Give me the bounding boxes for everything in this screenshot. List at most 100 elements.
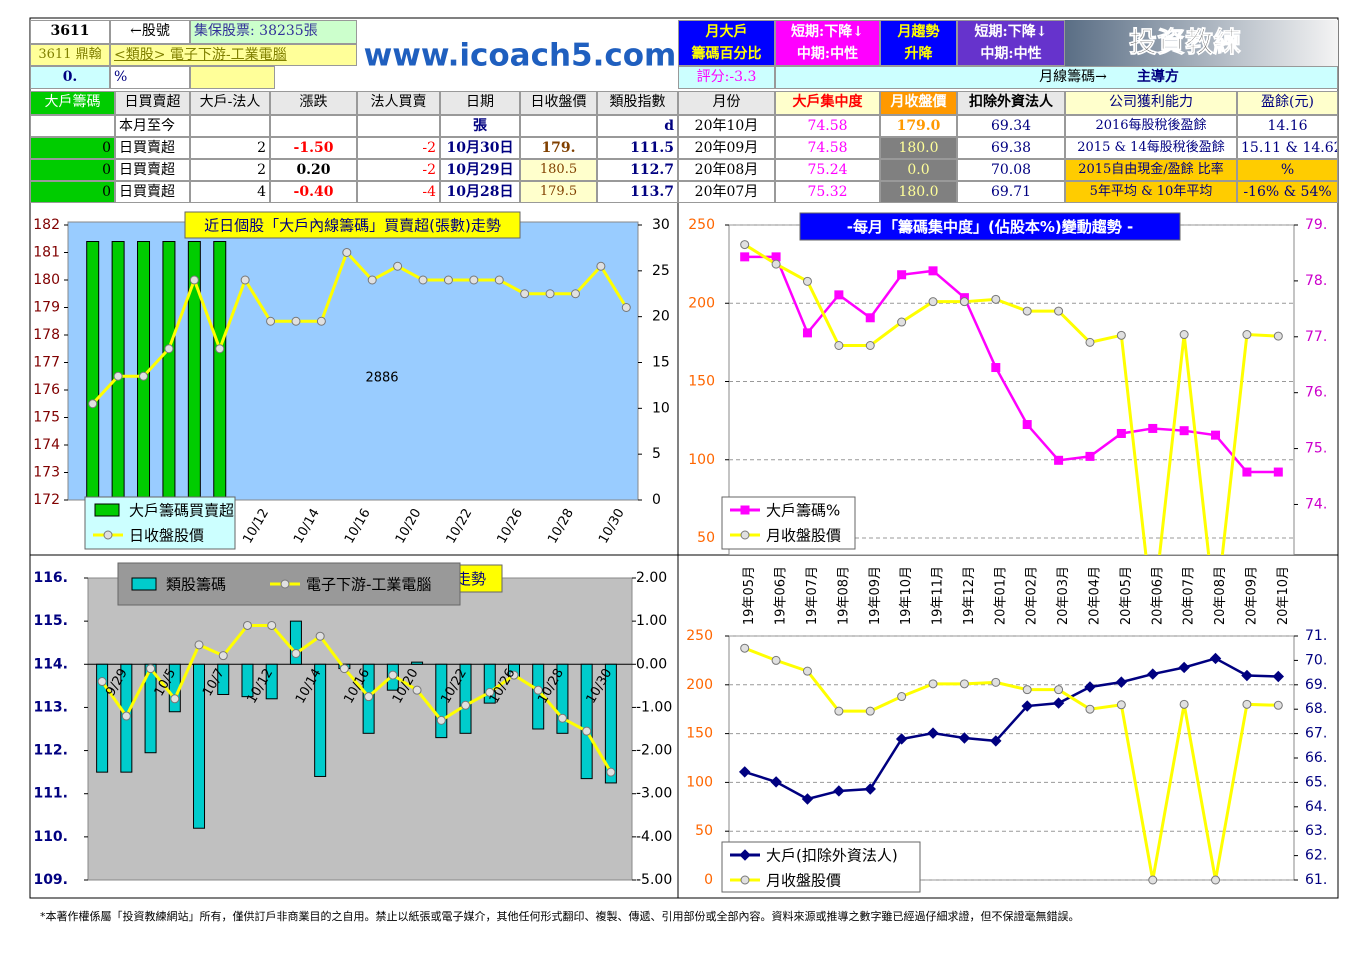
- table-cell: 20年09月: [678, 137, 775, 159]
- table-cell: 日買賣超: [115, 181, 190, 203]
- point: [990, 735, 1002, 747]
- point: [738, 766, 751, 778]
- point: [443, 275, 453, 285]
- point: [865, 313, 875, 323]
- point: [1209, 652, 1222, 665]
- y2-tick-label: 67.: [1305, 726, 1327, 742]
- y-tick-label: 109.: [33, 872, 68, 888]
- x-tick-label: 20年03月: [1056, 566, 1071, 625]
- table-cell: 15.11 & 14.62: [1237, 137, 1338, 159]
- y-tick-label: 114.: [33, 656, 68, 672]
- bar: [213, 241, 227, 501]
- y2-tick-label: 70.: [1305, 652, 1327, 668]
- point: [1022, 685, 1032, 695]
- point: [771, 259, 781, 269]
- point: [1273, 467, 1283, 477]
- table-cell: 2015自由現金/盈餘 比率: [1065, 159, 1237, 181]
- table-cell: 74.58: [775, 137, 880, 159]
- holder-title-2: 籌碼百分比: [691, 46, 762, 62]
- table-cell: %: [1237, 159, 1338, 181]
- point: [1179, 699, 1189, 709]
- point: [1054, 455, 1064, 465]
- point: [740, 252, 750, 262]
- y2-tick-label: 61.: [1305, 872, 1327, 888]
- table-cell: 69.38: [957, 137, 1065, 159]
- trend-status: 短期:下降↓ 中期:中性: [957, 20, 1065, 66]
- legend-marker: [103, 530, 113, 540]
- stock-code-note: ←股號: [110, 20, 190, 44]
- y2-tick-label: 64.: [1305, 799, 1327, 815]
- plot-area: [87, 577, 633, 881]
- y-tick-label: 110.: [33, 829, 68, 845]
- x-tick-label: 19年12月: [962, 566, 977, 625]
- table-cell: -2: [357, 137, 440, 159]
- point: [509, 670, 519, 680]
- point: [1021, 700, 1033, 712]
- x-tick-label: 20年09月: [1244, 566, 1259, 625]
- point: [834, 341, 844, 351]
- title-box: [799, 212, 1181, 241]
- table-cell: -16% & 54%: [1237, 181, 1338, 203]
- bar: [483, 663, 496, 704]
- y-tick-label: 180: [33, 272, 60, 288]
- y-tick-label: 150: [688, 374, 715, 390]
- point: [834, 706, 844, 716]
- table-cell: 0.0: [880, 159, 957, 181]
- holder-title: 月大戶 籌碼百分比: [678, 20, 775, 66]
- legend-marker: [740, 875, 750, 885]
- y-tick-label: 173: [33, 465, 60, 481]
- chart-title: 近日個股「大戶內線籌碼」買賣超(張數)走勢: [204, 217, 501, 235]
- table-cell: 180.0: [880, 181, 957, 203]
- table-cell: 14.16: [1237, 115, 1338, 137]
- point: [802, 328, 812, 338]
- trend-mid: 中期:中性: [980, 46, 1042, 62]
- bar: [411, 661, 424, 665]
- line: [744, 657, 1279, 801]
- point: [895, 733, 908, 745]
- trend-title-2: 升降: [904, 46, 933, 62]
- bar: [314, 663, 327, 777]
- y-tick-label: 179: [33, 300, 60, 316]
- y2-tick-label: 62.: [1305, 848, 1327, 864]
- shares: 集保股票: 38235張: [190, 20, 357, 44]
- point: [418, 275, 428, 285]
- legend-label: 類股籌碼: [166, 576, 226, 594]
- table-cell: -0.40: [270, 181, 357, 203]
- y-tick-label: 250: [686, 628, 713, 644]
- dominant: 月線籌碼→ 主導方: [775, 66, 1338, 89]
- point: [146, 664, 156, 674]
- bar: [265, 663, 278, 700]
- point: [1084, 681, 1096, 693]
- bar: [193, 663, 206, 829]
- point: [1178, 661, 1190, 674]
- point: [240, 275, 250, 285]
- table-cell: 日期: [440, 91, 520, 115]
- table-cell: 漲跌: [270, 91, 357, 115]
- frame: [29, 17, 1339, 899]
- table-cell: 5年平均 & 10年平均: [1065, 181, 1237, 203]
- point: [1054, 685, 1064, 695]
- point: [771, 655, 781, 665]
- y2-tick-label: 71.: [1305, 628, 1327, 644]
- score: 評分:-3.3: [678, 66, 775, 89]
- y2-tick-label: 0.00: [636, 656, 667, 672]
- chart: 0 50 100 150 200 250 61. 62. 63. 64. 65. 66. 67. 68. 6…: [686, 628, 1327, 888]
- x-tick-label: 19年05月: [742, 566, 757, 625]
- point: [897, 692, 907, 702]
- point: [1241, 669, 1253, 682]
- point: [364, 692, 374, 702]
- table-cell: -4: [357, 181, 440, 203]
- x-tick-label: 20年01月: [993, 566, 1008, 625]
- y-tick-label: 150: [686, 726, 713, 742]
- table-cell: 月份: [678, 91, 775, 115]
- trend-title-1: 月趨勢: [897, 24, 940, 40]
- y2-tick-label: 65.: [1305, 774, 1327, 790]
- point: [242, 620, 252, 630]
- point: [570, 289, 580, 299]
- sector: <類股> 電子下游-工業電腦: [110, 44, 357, 66]
- point: [1147, 668, 1159, 680]
- bar: [556, 663, 569, 734]
- point: [1085, 337, 1095, 347]
- annotation: 2886: [365, 371, 398, 386]
- y2-tick-label: -1.00: [636, 699, 672, 715]
